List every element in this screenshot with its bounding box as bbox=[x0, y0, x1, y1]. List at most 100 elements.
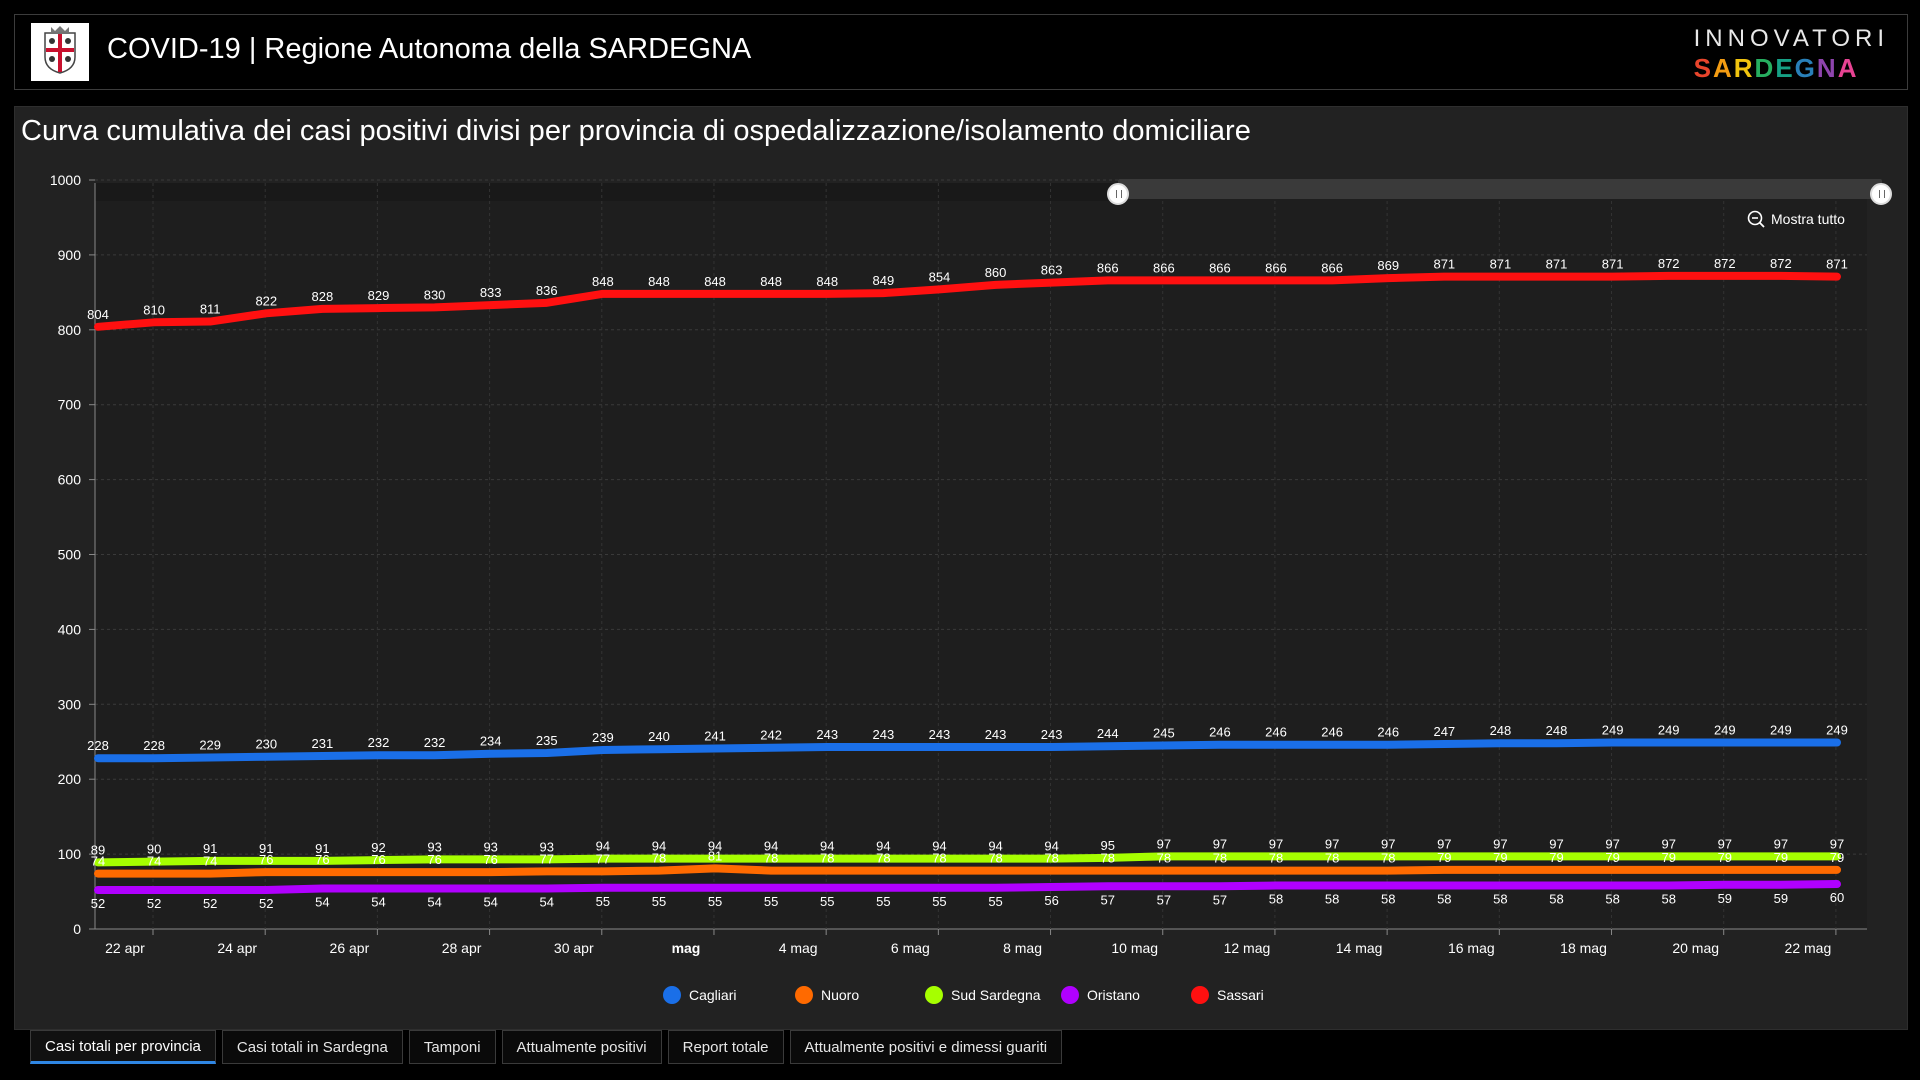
x-tick-label: 22 mag bbox=[1785, 940, 1832, 956]
legend-item-sud-sardegna[interactable]: Sud Sardegna bbox=[925, 986, 1041, 1004]
data-label-sud-sardegna: 94 bbox=[652, 839, 666, 854]
data-label-sassari: 871 bbox=[1826, 257, 1848, 272]
legend-swatch bbox=[795, 986, 813, 1004]
data-label-cagliari: 228 bbox=[87, 738, 109, 753]
sardinia-coat-of-arms-logo bbox=[31, 23, 89, 81]
show-all-label: Mostra tutto bbox=[1771, 211, 1845, 227]
tab-4[interactable]: Report totale bbox=[667, 1030, 784, 1064]
x-tick-label: 4 mag bbox=[779, 940, 818, 956]
data-label-sud-sardegna: 91 bbox=[315, 841, 329, 856]
data-label-oristano: 57 bbox=[1101, 892, 1115, 907]
legend-item-sassari[interactable]: Sassari bbox=[1191, 986, 1264, 1004]
data-label-sud-sardegna: 94 bbox=[1044, 839, 1058, 854]
data-label-nuoro: 79 bbox=[1661, 850, 1675, 865]
data-label-sassari: 810 bbox=[143, 302, 165, 317]
series-line-cagliari bbox=[94, 738, 1841, 763]
legend-item-cagliari[interactable]: Cagliari bbox=[663, 986, 736, 1004]
data-label-oristano: 52 bbox=[91, 896, 105, 911]
data-label-sud-sardegna: 92 bbox=[371, 840, 385, 855]
data-label-cagliari: 231 bbox=[312, 736, 334, 751]
data-label-sud-sardegna: 97 bbox=[1605, 836, 1619, 851]
x-tick-label: 16 mag bbox=[1448, 940, 1495, 956]
data-label-nuoro: 78 bbox=[1325, 851, 1339, 866]
data-label-sud-sardegna: 97 bbox=[1493, 836, 1507, 851]
data-label-nuoro: 78 bbox=[1269, 851, 1283, 866]
data-label-oristano: 55 bbox=[876, 894, 890, 909]
tab-5[interactable]: Attualmente positivi e dimessi guariti bbox=[789, 1030, 1063, 1064]
chart-legend: Cagliari Nuoro Sud Sardegna Oristano Sassari bbox=[15, 986, 1907, 1016]
legend-item-nuoro[interactable]: Nuoro bbox=[795, 986, 859, 1004]
legend-label: Sassari bbox=[1217, 987, 1264, 1003]
y-tick-label: 1000 bbox=[50, 172, 81, 188]
data-label-sud-sardegna: 91 bbox=[259, 841, 273, 856]
data-label-sassari: 833 bbox=[480, 285, 502, 300]
data-label-sassari: 854 bbox=[929, 269, 951, 284]
data-label-sud-sardegna: 97 bbox=[1269, 836, 1283, 851]
app-title: COVID-19 | Regione Autonoma della SARDEG… bbox=[107, 33, 752, 65]
show-all-zoom-button[interactable]: Mostra tutto bbox=[1747, 206, 1845, 232]
x-tick-label: 22 apr bbox=[105, 940, 145, 956]
x-tick-label: mag bbox=[672, 940, 701, 956]
data-label-sassari: 836 bbox=[536, 283, 558, 298]
data-label-cagliari: 243 bbox=[929, 727, 951, 742]
legend-label: Cagliari bbox=[689, 987, 737, 1003]
y-tick-label: 600 bbox=[58, 472, 82, 488]
line-chart: 0 100 200 300 400 500 600 700 800 900 1000 22 apr 24… bbox=[50, 172, 1867, 956]
data-label-nuoro: 78 bbox=[1381, 851, 1395, 866]
x-tick-label: 20 mag bbox=[1672, 940, 1719, 956]
data-label-sassari: 866 bbox=[1153, 260, 1175, 275]
x-tick-label: 18 mag bbox=[1560, 940, 1607, 956]
legend-item-oristano[interactable]: Oristano bbox=[1061, 986, 1140, 1004]
data-label-nuoro: 76 bbox=[315, 852, 329, 867]
data-label-sassari: 828 bbox=[312, 289, 334, 304]
x-tick-label: 28 apr bbox=[442, 940, 482, 956]
tab-2[interactable]: Tamponi bbox=[408, 1030, 496, 1064]
chart-title: Curva cumulativa dei casi positivi divis… bbox=[21, 115, 1251, 147]
x-tick-label: 12 mag bbox=[1224, 940, 1271, 956]
data-label-sud-sardegna: 93 bbox=[540, 839, 554, 854]
data-label-nuoro: 78 bbox=[988, 851, 1002, 866]
data-label-cagliari: 241 bbox=[704, 728, 726, 743]
data-label-sassari: 871 bbox=[1490, 257, 1512, 272]
data-label-cagliari: 228 bbox=[143, 738, 165, 753]
data-label-sud-sardegna: 91 bbox=[203, 841, 217, 856]
data-label-sassari: 848 bbox=[648, 274, 670, 289]
zoom-slider-track[interactable] bbox=[1118, 179, 1882, 199]
data-label-sassari: 872 bbox=[1658, 256, 1680, 271]
series-line-nuoro bbox=[94, 864, 1841, 878]
zoom-slider-start-handle[interactable] bbox=[1107, 183, 1129, 205]
data-label-sud-sardegna: 94 bbox=[596, 839, 610, 854]
data-label-oristano: 58 bbox=[1325, 892, 1339, 907]
data-label-oristano: 55 bbox=[596, 894, 610, 909]
series-line-oristano bbox=[94, 880, 1841, 895]
data-label-cagliari: 234 bbox=[480, 734, 502, 749]
tab-3[interactable]: Attualmente positivi bbox=[501, 1030, 662, 1064]
data-label-sud-sardegna: 90 bbox=[147, 842, 161, 857]
tab-1[interactable]: Casi totali in Sardegna bbox=[221, 1030, 403, 1064]
data-label-sud-sardegna: 97 bbox=[1661, 836, 1675, 851]
data-label-sassari: 822 bbox=[255, 293, 277, 308]
data-label-sassari: 829 bbox=[368, 288, 390, 303]
tab-0[interactable]: Casi totali per provincia bbox=[30, 1030, 216, 1064]
data-label-sud-sardegna: 94 bbox=[988, 839, 1002, 854]
data-label-sassari: 804 bbox=[87, 307, 109, 322]
data-label-oristano: 60 bbox=[1830, 890, 1844, 905]
zoom-slider-end-handle[interactable] bbox=[1870, 183, 1892, 205]
data-label-cagliari: 245 bbox=[1153, 725, 1175, 740]
legend-swatch bbox=[925, 986, 943, 1004]
data-label-nuoro: 79 bbox=[1605, 850, 1619, 865]
data-label-nuoro: 74 bbox=[91, 854, 105, 869]
brand-bottom-text: SARDEGNA bbox=[1694, 53, 1889, 84]
data-label-cagliari: 249 bbox=[1770, 722, 1792, 737]
data-label-sassari: 860 bbox=[985, 265, 1007, 280]
data-label-nuoro: 79 bbox=[1437, 850, 1451, 865]
legend-swatch bbox=[1191, 986, 1209, 1004]
data-label-sassari: 848 bbox=[816, 274, 838, 289]
series-line-sud-sardegna bbox=[94, 852, 1841, 867]
data-label-nuoro: 78 bbox=[876, 851, 890, 866]
data-label-sassari: 811 bbox=[200, 302, 221, 317]
y-tick-label: 900 bbox=[58, 247, 82, 263]
data-label-sassari: 849 bbox=[873, 273, 895, 288]
data-label-oristano: 56 bbox=[1044, 893, 1058, 908]
brand-letter: E bbox=[1775, 53, 1795, 83]
